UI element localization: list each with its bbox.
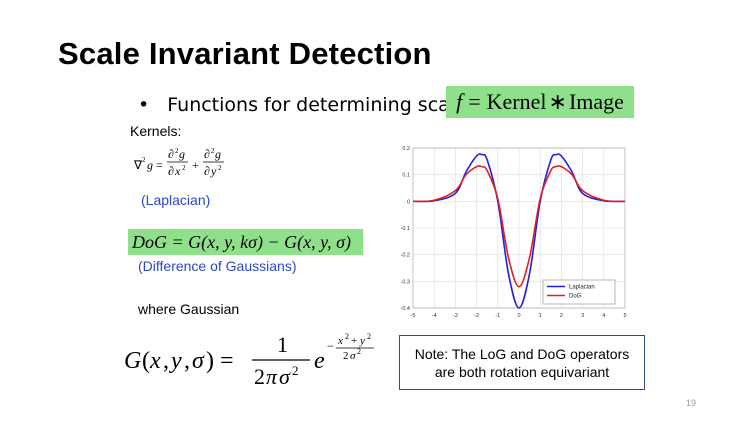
svg-text:+: +: [351, 335, 357, 347]
svg-text:2: 2: [218, 164, 222, 172]
x-tick-label: 4: [602, 313, 605, 319]
svg-text:∇: ∇: [133, 158, 143, 172]
svg-text:2: 2: [175, 147, 179, 155]
dog-label: (Difference of Gaussians): [138, 258, 297, 274]
x-tick-label: 2: [560, 313, 563, 319]
kernels-label: Kernels:: [130, 123, 182, 139]
gaussian-formula-graphic: G ( x , y , σ ) = 1 2 π σ 2 e − x 2 + y …: [124, 332, 374, 389]
svg-text:σ: σ: [192, 348, 205, 374]
note-box: Note: The LoG and DoG operators are both…: [399, 335, 645, 390]
x-tick-label: -4: [432, 313, 437, 319]
eq-image: Image: [568, 89, 624, 114]
svg-text:2: 2: [211, 147, 215, 155]
svg-text:2: 2: [357, 347, 361, 356]
eq-kernel: Kernel: [486, 89, 547, 114]
svg-text:∂: ∂: [204, 147, 210, 161]
svg-text:e: e: [314, 348, 325, 374]
bullet-line: • Functions for determining scale: [138, 94, 467, 116]
page-number: 19: [686, 398, 697, 408]
svg-text:∂: ∂: [168, 147, 174, 161]
laplacian-formula-graphic: ∇ 2 g = ∂ 2 g ∂ x 2 + ∂ 2 g ∂ y 2: [133, 147, 224, 178]
svg-text:g: g: [147, 158, 153, 172]
laplacian-formula: ∇ 2 g = ∂ 2 g ∂ x 2 + ∂ 2 g ∂ y 2: [132, 142, 236, 190]
slide-title: Scale Invariant Detection: [58, 36, 432, 71]
series-line-dog: [412, 165, 626, 288]
legend-label: DoG: [569, 294, 582, 300]
svg-text:2: 2: [182, 164, 186, 172]
y-tick-label: 0.2: [402, 146, 410, 152]
y-tick-label: 0: [407, 199, 410, 205]
series-line-laplacian: [412, 153, 626, 309]
svg-text:2: 2: [254, 364, 265, 389]
svg-text:,: ,: [163, 348, 169, 374]
svg-text:∂: ∂: [168, 164, 174, 178]
svg-text:2: 2: [142, 156, 146, 164]
svg-text:∂: ∂: [204, 164, 210, 178]
svg-text:=: =: [220, 348, 234, 374]
svg-text:x: x: [337, 335, 343, 347]
x-tick-label: -2: [474, 313, 479, 319]
eq-operator: ∗: [548, 89, 567, 114]
svg-text:x: x: [149, 348, 161, 374]
svg-text:g: g: [179, 147, 185, 161]
note-text: Note: The LoG and DoG operators are both…: [414, 345, 630, 380]
svg-text:x: x: [174, 164, 181, 178]
gaussian-formula: G ( x , y , σ ) = 1 2 π σ 2 e − x 2 + y …: [124, 328, 396, 390]
svg-text:1: 1: [277, 332, 288, 357]
y-tick-label: -0.3: [401, 279, 410, 285]
y-tick-label: -0.1: [401, 226, 410, 232]
dog-formula: DoG = G(x, y, kσ) − G(x, y, σ): [128, 229, 363, 255]
svg-text:y: y: [169, 348, 182, 374]
bullet-text: Functions for determining scale: [167, 94, 467, 116]
chart-svg: -5 -4 -3 -2 -1 0 1 2 3 4 5 0.2 0.1 0 -0.1 -0.2 -0.3 -0.4 L…: [401, 146, 627, 319]
svg-text:): ): [206, 348, 214, 374]
x-tick-label: 3: [581, 313, 584, 319]
svg-text:2: 2: [292, 363, 299, 378]
y-tick-label: -0.4: [401, 306, 410, 312]
x-tick-label: -1: [495, 313, 500, 319]
x-tick-label: 5: [623, 313, 626, 319]
laplacian-dog-chart: -5 -4 -3 -2 -1 0 1 2 3 4 5 0.2 0.1 0 -0.1 -0.2 -0.3 -0.4 L…: [387, 140, 629, 322]
svg-text:σ: σ: [279, 364, 291, 389]
svg-text:,: ,: [184, 348, 190, 374]
svg-text:σ: σ: [350, 350, 356, 362]
svg-text:+: +: [192, 158, 199, 172]
x-tick-label: 1: [539, 313, 542, 319]
svg-text:g: g: [215, 147, 221, 161]
x-tick-label: -5: [411, 313, 416, 319]
svg-text:2: 2: [343, 350, 349, 362]
legend-box: [542, 279, 616, 305]
y-tick-label: -0.2: [401, 253, 410, 259]
svg-text:−: −: [327, 339, 334, 353]
x-tick-label: -3: [453, 313, 458, 319]
svg-text:π: π: [266, 364, 278, 389]
y-tick-label: 0.1: [402, 173, 410, 179]
legend-label: Laplacian: [569, 285, 595, 291]
laplacian-label: (Laplacian): [141, 192, 211, 208]
convolution-equation: f = Kernel ∗ Image: [446, 86, 634, 118]
svg-text:=: =: [156, 158, 163, 172]
svg-text:y: y: [210, 164, 217, 178]
svg-text:y: y: [359, 335, 365, 347]
where-gaussian-label: where Gaussian: [138, 301, 240, 317]
svg-text:G: G: [124, 348, 141, 374]
svg-text:2: 2: [345, 332, 349, 341]
eq-equals: =: [468, 89, 481, 114]
svg-text:(: (: [142, 348, 150, 374]
eq-lhs: f: [456, 89, 463, 114]
svg-text:2: 2: [367, 332, 371, 341]
x-tick-label: 0: [517, 313, 520, 319]
bullet-marker: •: [138, 94, 150, 116]
